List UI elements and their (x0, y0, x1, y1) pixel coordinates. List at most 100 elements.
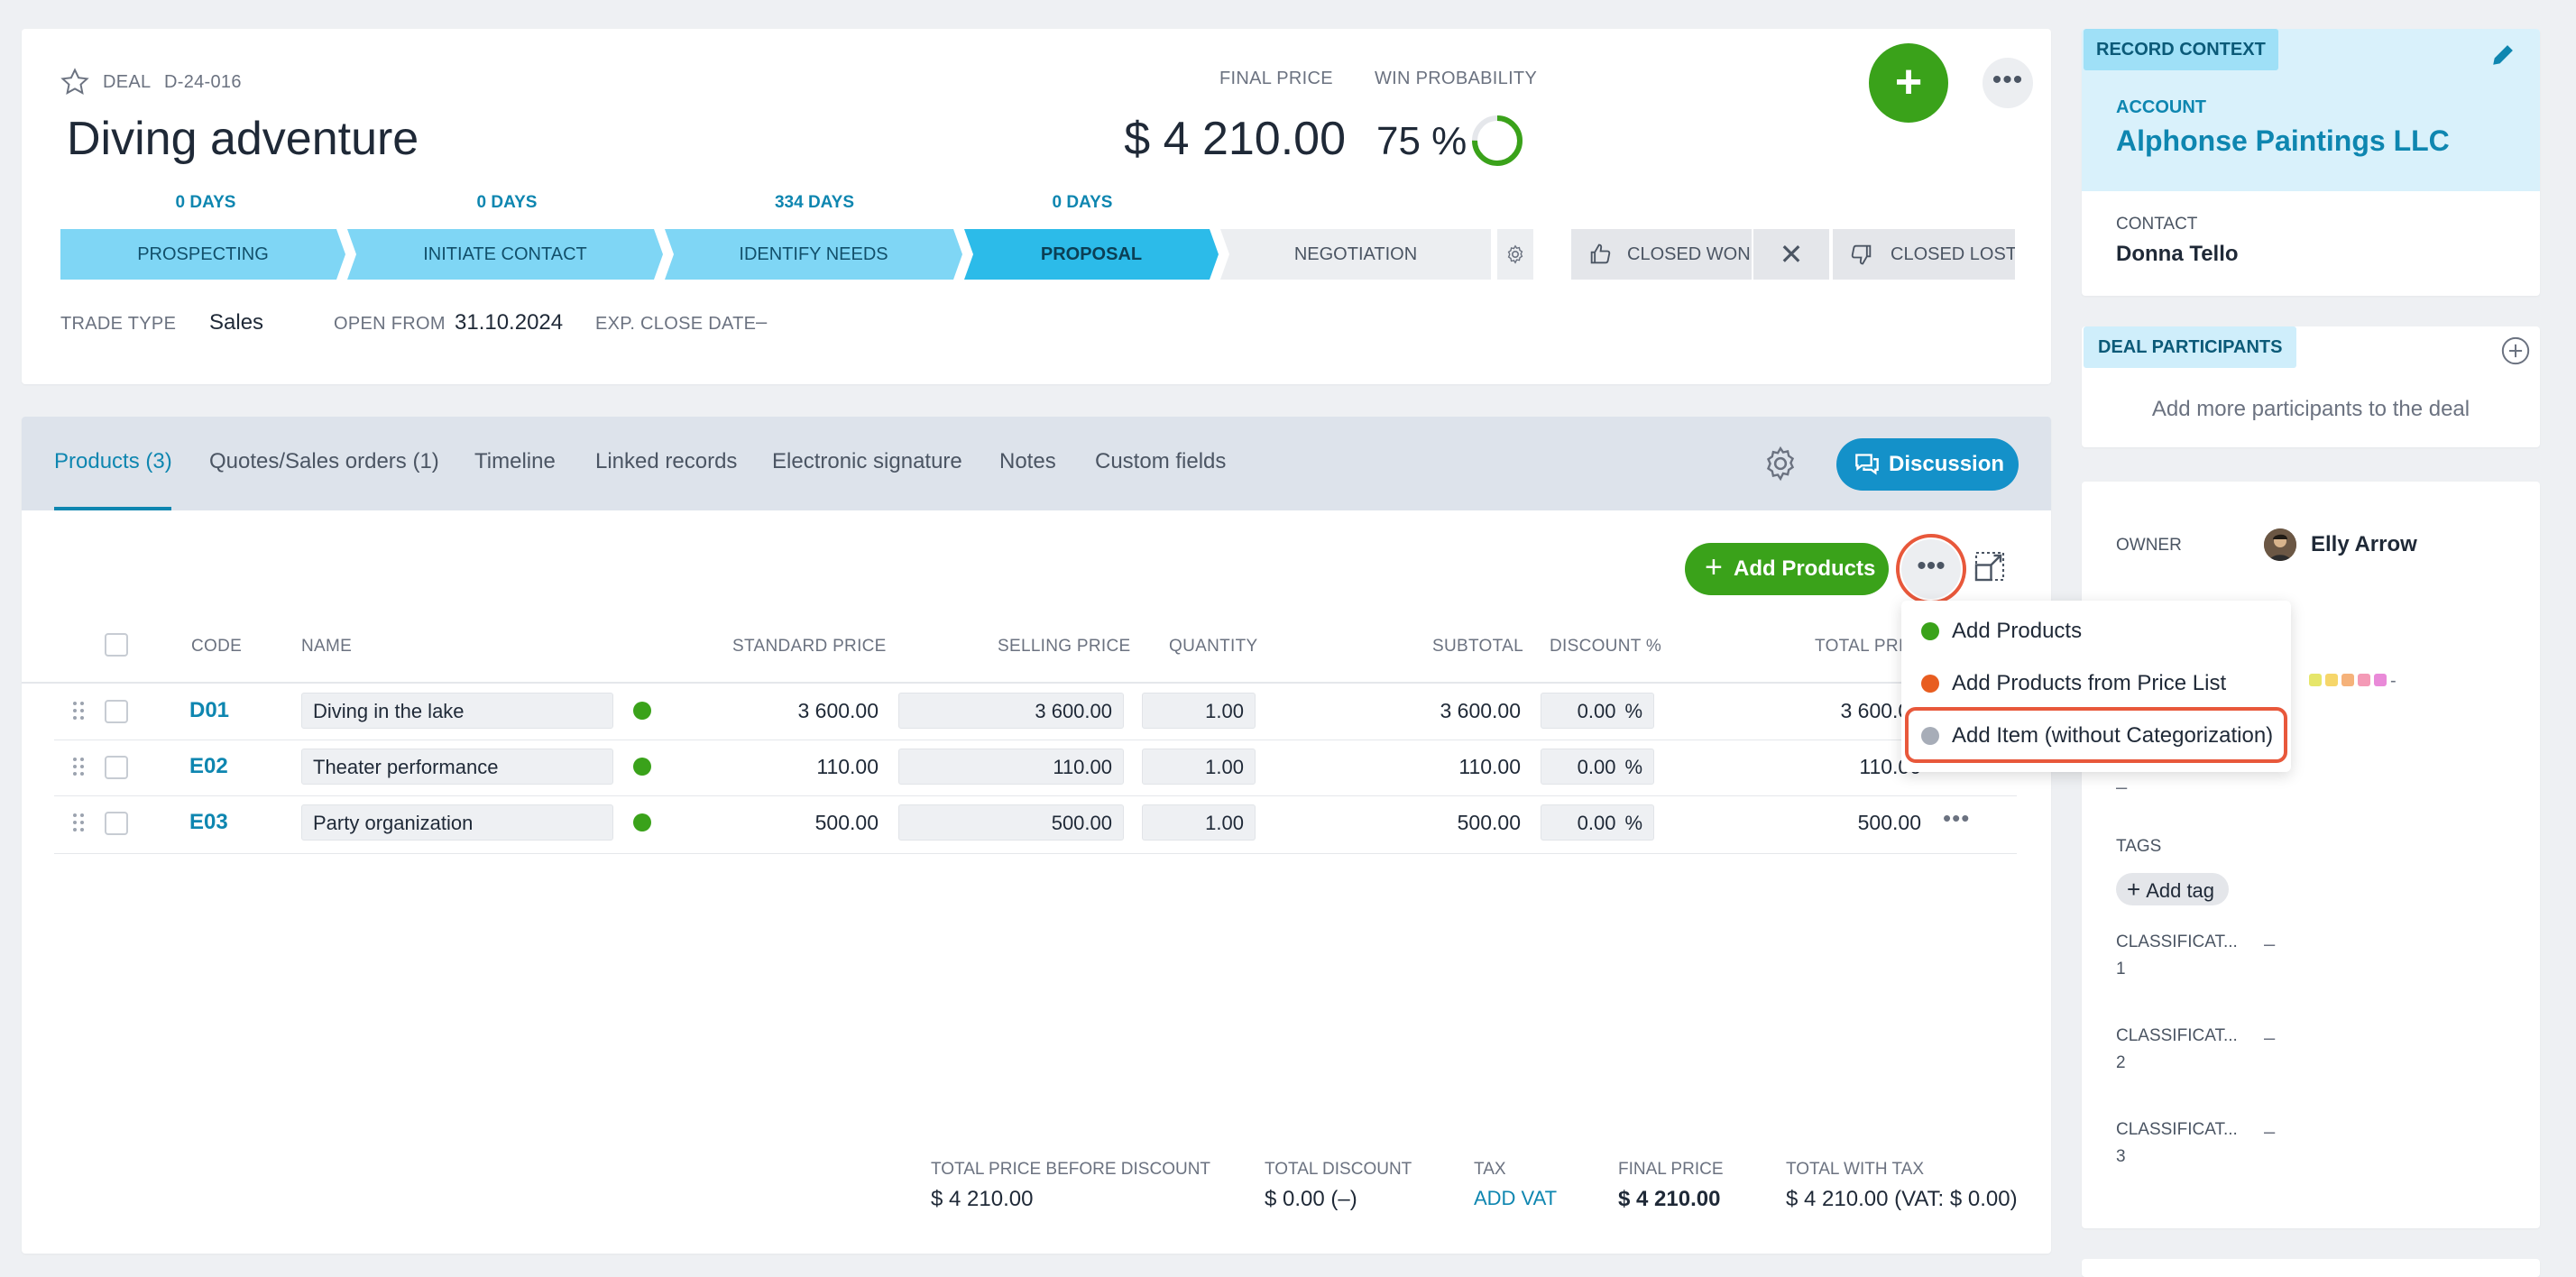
total-before-discount-value: $ 4 210.00 (931, 1187, 1034, 1211)
drag-handle-icon[interactable] (72, 756, 85, 777)
owner-name[interactable]: Elly Arrow (2311, 532, 2417, 556)
menu-item-add-item-without-categorization[interactable]: Add Item (without Categorization) (1952, 723, 2274, 748)
win-probability-value[interactable]: 75 % (1376, 119, 1467, 163)
deal-title[interactable]: Diving adventure (67, 113, 419, 165)
tab-products[interactable]: Products (3) (54, 449, 172, 473)
record-context-chip: RECORD CONTEXT (2084, 29, 2278, 70)
field-value-empty[interactable]: – (2116, 776, 2128, 798)
classification-3-label: CLASSIFICAT... 3 (2116, 1120, 2238, 1166)
row-checkbox[interactable] (105, 700, 128, 723)
menu-item-add-from-price-list[interactable]: Add Products from Price List (1952, 671, 2227, 695)
total-price: 110.00 (1859, 755, 1921, 778)
trade-type-value[interactable]: Sales (209, 310, 264, 335)
classification-1-value[interactable]: – (2264, 932, 2276, 955)
add-vat-link[interactable]: ADD VAT (1474, 1187, 1558, 1209)
add-tag-button[interactable]: + Add tag (2116, 873, 2230, 905)
row-checkbox[interactable] (105, 812, 128, 835)
row-actions-button[interactable]: ••• (1943, 804, 1971, 831)
deal-header-card: DEAL D-24-016 Diving adventure FINAL PRI… (22, 29, 2051, 384)
account-name[interactable]: Alphonse Paintings LLC (2116, 124, 2450, 157)
product-name[interactable]: Party organization (301, 804, 613, 841)
stage-identify-needs[interactable]: IDENTIFY NEEDS (665, 229, 962, 280)
discount-input[interactable]: 0.00% (1541, 749, 1654, 785)
expand-icon[interactable] (1973, 550, 2006, 583)
contact-name[interactable]: Donna Tello (2116, 242, 2239, 266)
status-dot (633, 813, 651, 831)
product-code[interactable]: E03 (189, 810, 228, 834)
col-standard-price[interactable]: STANDARD PRICE (732, 637, 887, 656)
add-products-button[interactable]: + Add Products (1685, 543, 1889, 595)
col-name[interactable]: NAME (301, 637, 353, 656)
pencil-icon[interactable] (2489, 41, 2516, 69)
win-probability-label: WIN PROBABILITY (1375, 69, 1538, 88)
menu-dot (1921, 622, 1939, 640)
col-selling-price[interactable]: SELLING PRICE (998, 637, 1131, 656)
final-price-value: $ 4 210.00 (1124, 113, 1346, 165)
tab-linked-records[interactable]: Linked records (595, 449, 738, 473)
stage-days: 0 DAYS (476, 193, 538, 212)
quantity-input[interactable]: 1.00 (1142, 804, 1256, 841)
discount-input[interactable]: 0.00% (1541, 693, 1654, 729)
stage-initiate-contact[interactable]: INITIATE CONTACT (347, 229, 663, 280)
discussion-label: Discussion (1889, 452, 2005, 476)
open-from-value[interactable]: 31.10.2024 (455, 310, 564, 335)
add-tag-label: Add tag (2146, 879, 2215, 902)
product-name[interactable]: Diving in the lake (301, 693, 613, 729)
col-total-price[interactable]: TOTAL PRICE (1815, 637, 1928, 656)
stage-negotiation[interactable]: NEGOTIATION (1220, 229, 1491, 280)
exp-close-date-value[interactable]: – (756, 310, 768, 333)
percent-sign: % (1624, 756, 1642, 778)
add-button[interactable]: + (1869, 43, 1948, 123)
selling-price-input[interactable]: 110.00 (898, 749, 1124, 785)
close-icon[interactable]: ✕ (1753, 229, 1829, 280)
gear-icon[interactable] (1761, 444, 1800, 483)
col-code[interactable]: CODE (191, 637, 243, 656)
menu-item-add-products[interactable]: Add Products (1952, 619, 2083, 643)
product-code[interactable]: D01 (189, 698, 230, 722)
col-subtotal[interactable]: SUBTOTAL (1432, 637, 1523, 656)
closed-won-label: CLOSED WON (1627, 244, 1751, 264)
final-price-total-label: FINAL PRICE (1618, 1160, 1724, 1179)
stage-settings-button[interactable] (1497, 229, 1533, 280)
discussion-button[interactable]: Discussion (1836, 438, 2019, 491)
star-icon[interactable] (60, 67, 90, 97)
status-dot (633, 702, 651, 720)
percent-sign: % (1624, 812, 1642, 834)
discount-input[interactable]: 0.00% (1541, 804, 1654, 841)
classification-2-value[interactable]: – (2264, 1026, 2276, 1049)
stage-proposal[interactable]: PROPOSAL (964, 229, 1219, 280)
stage-prospecting[interactable]: PROSPECTING (60, 229, 345, 280)
drag-handle-icon[interactable] (72, 700, 85, 721)
selling-price-input[interactable]: 500.00 (898, 804, 1124, 841)
total-with-tax-value: $ 4 210.00 (VAT: $ 0.00) (1786, 1187, 2018, 1211)
deal-type-label: DEAL (103, 72, 152, 92)
color-picker[interactable]: - (2309, 671, 2397, 692)
product-name[interactable]: Theater performance (301, 749, 613, 785)
closed-lost-button[interactable]: CLOSED LOST (1833, 229, 2015, 280)
more-actions-button[interactable]: ••• (1896, 534, 1966, 604)
col-quantity[interactable]: QUANTITY (1169, 637, 1258, 656)
select-all-checkbox[interactable] (105, 633, 128, 657)
add-circle-icon[interactable] (2500, 335, 2531, 366)
subtotal: 500.00 (1457, 811, 1521, 834)
quantity-input[interactable]: 1.00 (1142, 693, 1256, 729)
tab-notes[interactable]: Notes (999, 449, 1056, 473)
selling-price-input[interactable]: 3 600.00 (898, 693, 1124, 729)
tab-custom-fields[interactable]: Custom fields (1095, 449, 1227, 473)
product-code[interactable]: E02 (189, 754, 228, 778)
more-options-button[interactable]: ••• (1983, 58, 2033, 108)
col-discount[interactable]: DISCOUNT % (1550, 637, 1662, 656)
tab-quotes-sales-orders[interactable]: Quotes/Sales orders (1) (209, 449, 439, 473)
tab-timeline[interactable]: Timeline (474, 449, 556, 473)
tab-electronic-signature[interactable]: Electronic signature (772, 449, 962, 473)
add-participants-text[interactable]: Add more participants to the deal (2151, 397, 2470, 421)
tags-label: TAGS (2116, 837, 2162, 856)
plus-icon: + (1705, 550, 1723, 584)
quantity-input[interactable]: 1.00 (1142, 749, 1256, 785)
total-with-tax-label: TOTAL WITH TAX (1786, 1160, 1925, 1179)
classification-3-value[interactable]: – (2264, 1120, 2276, 1143)
row-divider (54, 853, 2017, 854)
closed-won-button[interactable]: CLOSED WON (1571, 229, 1752, 280)
drag-handle-icon[interactable] (72, 812, 85, 833)
row-checkbox[interactable] (105, 756, 128, 779)
